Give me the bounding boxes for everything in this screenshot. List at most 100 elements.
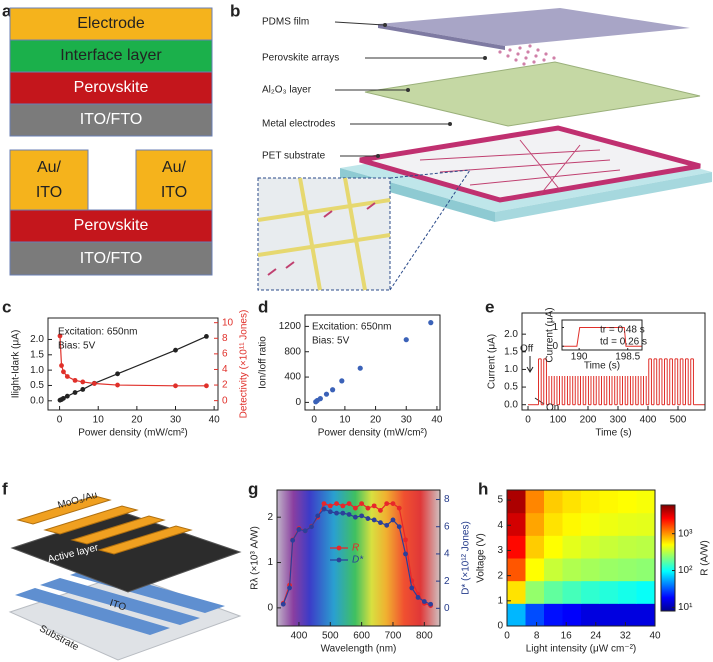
moo3-strip bbox=[43, 505, 139, 535]
plot-frame bbox=[47, 317, 219, 411]
y-tick-label: 0 bbox=[552, 341, 558, 352]
data-point bbox=[204, 383, 209, 389]
legend-label: D* bbox=[352, 555, 364, 566]
heatmap-cell bbox=[618, 512, 637, 536]
data-point bbox=[115, 382, 120, 388]
heatmap-cell bbox=[599, 490, 619, 514]
data-point bbox=[403, 537, 408, 543]
x-tick-label: 40 bbox=[649, 631, 661, 642]
data-point bbox=[357, 365, 363, 371]
plot-frame bbox=[506, 489, 656, 627]
spectrum-background bbox=[277, 490, 440, 626]
heatmap-cell bbox=[636, 603, 656, 627]
legend-label: R bbox=[352, 543, 359, 554]
x-tick-label: 200 bbox=[580, 415, 597, 426]
data-point bbox=[80, 379, 86, 385]
y-tick-label: 5 bbox=[497, 495, 503, 506]
heatmap-cell bbox=[599, 558, 619, 582]
data-point bbox=[378, 520, 383, 526]
x-tick-label: 0 bbox=[57, 415, 63, 426]
panel-label: e bbox=[485, 297, 494, 316]
x-tick-label: 16 bbox=[561, 631, 573, 642]
heatmap-cell bbox=[525, 490, 545, 514]
heatmap-cell bbox=[562, 558, 582, 582]
heatmap-cell bbox=[581, 490, 600, 514]
moo3-strip bbox=[97, 525, 193, 555]
data-point bbox=[321, 506, 327, 512]
data-point bbox=[390, 501, 396, 506]
data-point bbox=[64, 393, 70, 399]
layer-label: Electrode bbox=[77, 15, 145, 32]
device-stack bbox=[8, 495, 242, 661]
y2-tick-label: 4 bbox=[444, 549, 450, 560]
data-point bbox=[334, 510, 339, 516]
y-tick-label: 1 bbox=[497, 595, 503, 606]
ito-strip bbox=[40, 578, 200, 625]
x-tick-label: 20 bbox=[131, 415, 143, 426]
heatmap-cell bbox=[525, 535, 545, 559]
data-point bbox=[287, 585, 292, 591]
layer-label: Perovskite bbox=[74, 79, 149, 96]
data-point bbox=[321, 501, 327, 506]
x-tick-label: 800 bbox=[416, 631, 433, 642]
y-axis-label: Current (μA) bbox=[545, 307, 556, 362]
x-tick-label: 700 bbox=[385, 631, 402, 642]
data-point bbox=[327, 509, 333, 515]
layer-label: ITO bbox=[161, 184, 187, 201]
heatmap-cell bbox=[507, 580, 526, 604]
data-point bbox=[61, 369, 66, 375]
x-tick-label: 500 bbox=[670, 415, 687, 426]
y-tick-label: 0.5 bbox=[30, 380, 44, 391]
y-axis-label: Ion/Ioff ratio bbox=[258, 336, 269, 389]
data-point bbox=[384, 501, 390, 506]
x-tick-label: 30 bbox=[401, 415, 413, 426]
y-tick-label: 0 bbox=[295, 397, 301, 408]
data-point bbox=[428, 320, 434, 326]
y2-tick-label: 2 bbox=[222, 380, 228, 391]
layer-label: Metal electrodes bbox=[262, 119, 335, 130]
heatmap-cell bbox=[581, 535, 600, 559]
annotation: Excitation: 650nm bbox=[312, 322, 392, 333]
x-axis-label: Wavelength (nm) bbox=[321, 644, 397, 655]
layer-label: Au/ bbox=[37, 159, 62, 176]
heatmap-cell bbox=[507, 512, 526, 536]
heatmap-cell bbox=[636, 490, 656, 514]
x-tick-label: 0 bbox=[504, 631, 510, 642]
x-axis-label: Time (s) bbox=[595, 428, 631, 439]
y2-tick-label: 2 bbox=[444, 576, 450, 587]
electrode-lines bbox=[419, 139, 621, 196]
x-tick-label: 24 bbox=[590, 631, 602, 642]
layer-label: ITO/FTO bbox=[80, 250, 143, 267]
data-point bbox=[378, 508, 383, 513]
series-line bbox=[59, 335, 207, 387]
ito-strip bbox=[15, 588, 170, 635]
data-point bbox=[296, 527, 302, 532]
heatmap-cell bbox=[562, 603, 582, 627]
x-tick-label: 32 bbox=[620, 631, 632, 642]
y-tick-label: 4 bbox=[497, 520, 503, 531]
heatmap-cell bbox=[581, 580, 600, 604]
y2-tick-label: 0 bbox=[222, 395, 228, 406]
colorbar-tick-label: 10¹ bbox=[678, 602, 693, 613]
al2o3-layer bbox=[364, 61, 701, 127]
layer-label: ITO/FTO bbox=[80, 111, 143, 128]
layer-label: PET substrate bbox=[262, 151, 326, 162]
y2-tick-label: 8 bbox=[222, 333, 228, 344]
arrow bbox=[526, 356, 545, 405]
x-tick-label: 40 bbox=[431, 415, 443, 426]
heatmap-cell bbox=[562, 535, 582, 559]
annotation: Bias: 5V bbox=[58, 341, 96, 352]
data-point bbox=[365, 516, 371, 521]
x-tick-label: 100 bbox=[550, 415, 567, 426]
zoom-electrodes bbox=[257, 177, 391, 291]
data-point bbox=[352, 514, 358, 520]
data-point bbox=[302, 528, 308, 534]
heatmap-cell bbox=[618, 580, 637, 604]
y2-axis-label: D* (×10¹² Jones) bbox=[461, 521, 472, 595]
x-tick-label: 30 bbox=[170, 415, 182, 426]
data-point bbox=[396, 505, 402, 511]
heatmap-cell bbox=[507, 535, 526, 559]
data-point bbox=[57, 333, 63, 339]
heatmap-cell bbox=[525, 512, 545, 536]
legend-marker bbox=[336, 557, 342, 563]
